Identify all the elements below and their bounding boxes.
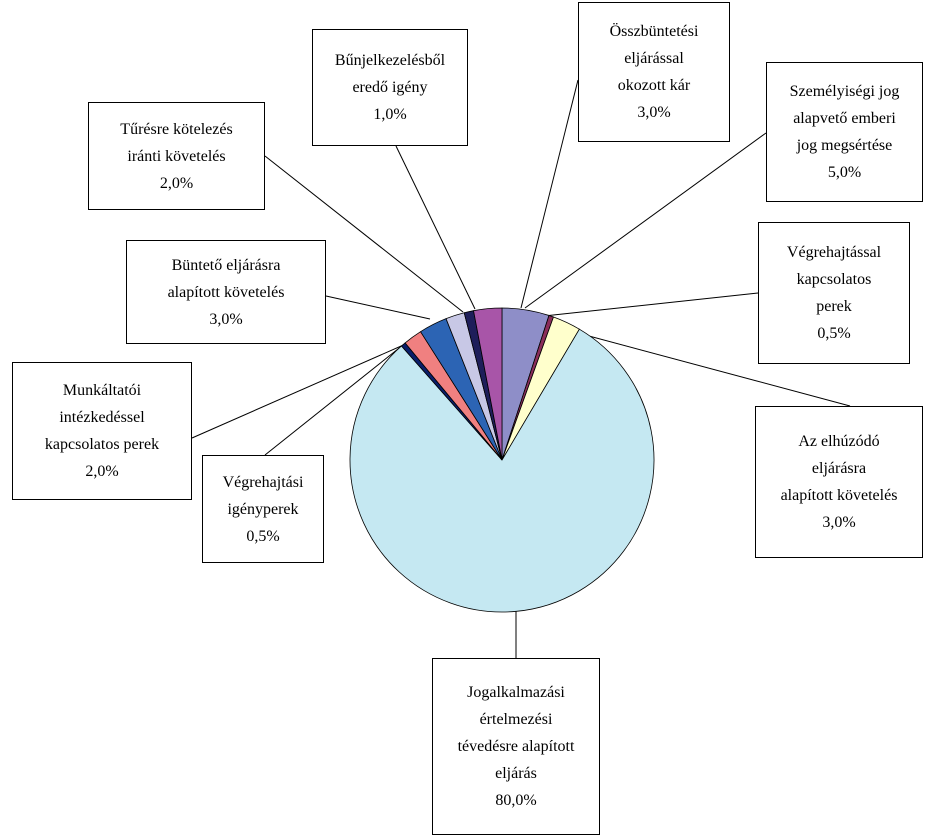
data-label-legal-error: Jogalkalmazási értelmezési tévedésre alapí… — [432, 658, 600, 835]
data-label-percent: 0,5% — [817, 325, 851, 342]
data-label-line: intézkedéssel — [59, 409, 145, 426]
data-label-percent: 3,0% — [822, 514, 856, 531]
data-label-line: eljárással — [624, 50, 684, 67]
data-label-line: Végrehajtással — [786, 244, 882, 261]
leader-line-criminal-proc — [325, 295, 431, 320]
data-label-line: Jogalkalmazási — [467, 684, 565, 701]
data-label-line: értelmezési — [479, 711, 553, 728]
data-label-percent: 3,0% — [209, 310, 243, 328]
pie-slice-legal-error — [349, 328, 655, 613]
data-label-overall-sentence: Összbüntetési eljárással okozott kár 3,0% — [578, 2, 730, 142]
data-label-line: Tűrésre kötelezés — [120, 120, 233, 138]
data-label-line: tévedésre alapított — [457, 738, 575, 755]
data-label-line: Összbüntetési — [609, 23, 699, 40]
data-label-percent: 5,0% — [827, 164, 862, 181]
data-label-percent: 3,0% — [637, 104, 671, 121]
data-label-personal-rights: Személyiségi jog alapvető emberi jog megsé… — [766, 62, 923, 202]
data-label-enforcement-claim: Végrehajtási igényperek 0,5% — [202, 455, 324, 563]
data-label-line: alapvető emberi — [793, 110, 896, 127]
data-label-line: alapított követelés — [780, 487, 898, 504]
data-label-line: perek — [816, 298, 852, 315]
leader-line-enforcement — [543, 292, 759, 317]
data-label-line: Az elhúzódó — [798, 433, 880, 450]
leader-line-personal-rights — [524, 132, 767, 309]
data-label-criminal-proc: Büntető eljárásra alapított követelés 3,0% — [126, 240, 326, 344]
data-label-line: Büntető eljárásra — [171, 256, 281, 274]
leader-lines — [191, 79, 851, 658]
data-label-evidence: Bűnjelkezelésből eredő igény 1,0% — [312, 29, 468, 146]
leader-line-tolerance — [264, 155, 464, 313]
data-label-percent: 1,0% — [373, 106, 407, 123]
data-label-line: okozott kár — [617, 77, 691, 94]
leader-line-evidence — [395, 145, 476, 310]
data-label-line: eljárás — [495, 765, 537, 782]
data-label-delayed-procedure: Az elhúzódó eljárásra alapított követelés 3… — [755, 406, 923, 558]
data-label-line: kapcsolatos perek — [44, 436, 160, 453]
leader-line-delayed-procedure — [547, 324, 851, 407]
data-label-line: Végrehajtási — [222, 473, 304, 491]
data-label-percent: 0,5% — [246, 527, 280, 545]
data-label-employer-measure: Munkáltatói intézkedéssel kapcsolatos pere… — [12, 362, 192, 500]
leader-line-employer-measure — [191, 342, 409, 439]
pie-slices — [349, 307, 655, 613]
data-label-line: iránti követelés — [127, 147, 226, 165]
data-label-line: Személyiségi jog — [789, 83, 900, 100]
data-label-percent: 2,0% — [85, 463, 119, 480]
data-label-line: jog megsértése — [796, 137, 893, 154]
data-label-enforcement: Végrehajtással kapcsolatos perek 0,5% — [758, 222, 910, 364]
pie-slice-overall-sentence — [473, 307, 503, 461]
data-label-line: eljárásra — [811, 460, 867, 477]
data-label-line: kapcsolatos — [796, 271, 872, 288]
data-label-line: Munkáltatói — [62, 382, 142, 399]
data-label-line: igényperek — [227, 500, 299, 518]
leader-line-enforcement-claim — [264, 344, 404, 456]
data-label-line: alapított követelés — [167, 283, 285, 301]
data-label-line: eredő igény — [352, 79, 428, 96]
data-label-percent: 2,0% — [159, 174, 194, 192]
data-label-tolerance: Tűrésre kötelezés iránti követelés 2,0% — [88, 102, 265, 210]
data-label-line: Bűnjelkezelésből — [334, 52, 446, 69]
data-label-percent: 80,0% — [495, 792, 537, 809]
leader-line-overall-sentence — [520, 79, 579, 309]
